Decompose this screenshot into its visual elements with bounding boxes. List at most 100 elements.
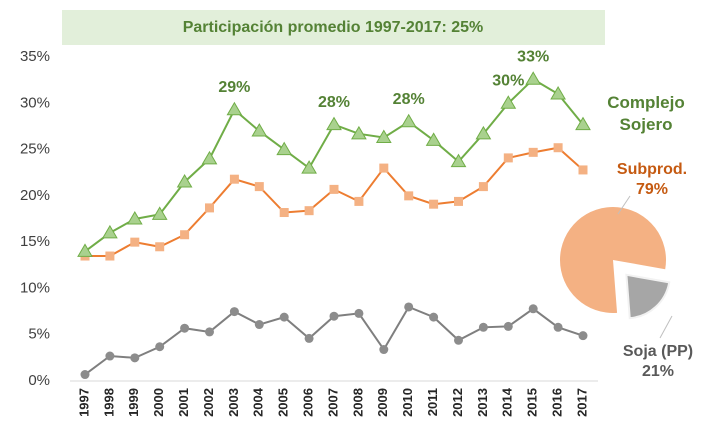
marker bbox=[500, 95, 517, 109]
marker bbox=[528, 304, 538, 314]
marker bbox=[279, 312, 289, 322]
marker bbox=[201, 150, 218, 165]
y-tick-label: 15% bbox=[20, 233, 50, 250]
x-tick-label: 2014 bbox=[500, 387, 515, 417]
pie-slice bbox=[560, 206, 667, 313]
data-label: 30% bbox=[492, 73, 524, 90]
x-tick-label: 2015 bbox=[525, 388, 540, 417]
leader-line bbox=[617, 195, 631, 215]
marker bbox=[354, 308, 364, 318]
marker bbox=[251, 123, 268, 137]
marker bbox=[528, 147, 538, 157]
marker bbox=[254, 320, 264, 330]
marker bbox=[151, 206, 168, 220]
x-tick-label: 2011 bbox=[425, 388, 440, 416]
x-tick-label: 2009 bbox=[375, 388, 390, 417]
pie-slice bbox=[625, 273, 671, 320]
x-tick-label: 2002 bbox=[201, 388, 216, 417]
marker bbox=[105, 351, 115, 361]
x-tick-label: 2000 bbox=[151, 388, 166, 417]
marker bbox=[503, 153, 513, 163]
x-tick-label: 2017 bbox=[574, 388, 589, 417]
series-line bbox=[85, 146, 584, 258]
x-tick-label: 2013 bbox=[475, 388, 490, 417]
y-tick-label: 20% bbox=[20, 187, 50, 204]
marker bbox=[304, 333, 314, 343]
marker bbox=[354, 196, 364, 206]
marker bbox=[229, 307, 239, 317]
marker bbox=[229, 174, 239, 184]
marker bbox=[503, 321, 513, 331]
x-tick-label: 2004 bbox=[251, 387, 266, 417]
marker bbox=[429, 312, 439, 322]
x-tick-label: 2012 bbox=[450, 388, 465, 417]
x-tick-label: 2007 bbox=[325, 388, 340, 417]
marker bbox=[326, 116, 342, 131]
marker bbox=[180, 230, 190, 240]
pie-value-label: 21% bbox=[642, 363, 674, 380]
marker bbox=[205, 327, 214, 337]
data-label: 28% bbox=[318, 94, 350, 111]
marker bbox=[379, 163, 389, 173]
data-label: 29% bbox=[218, 79, 250, 96]
marker bbox=[375, 129, 392, 144]
marker bbox=[429, 199, 439, 209]
x-tick-label: 1998 bbox=[101, 388, 116, 417]
marker bbox=[379, 345, 389, 355]
y-tick-label: 25% bbox=[20, 141, 50, 158]
marker bbox=[454, 196, 463, 206]
y-tick-label: 0% bbox=[28, 372, 50, 389]
x-tick-label: 2001 bbox=[176, 388, 191, 417]
marker bbox=[478, 322, 488, 332]
series-label: Complejo Sojero bbox=[607, 93, 685, 134]
x-tick-label: 2003 bbox=[226, 388, 241, 417]
marker bbox=[478, 182, 488, 192]
marker bbox=[126, 211, 143, 225]
x-tick-label: 2016 bbox=[550, 388, 565, 417]
data-label: 33% bbox=[517, 48, 549, 65]
x-tick-label: 2008 bbox=[350, 388, 365, 417]
marker bbox=[550, 86, 566, 100]
x-tick-label: 2006 bbox=[301, 388, 316, 417]
x-tick-label: 1997 bbox=[76, 388, 91, 417]
marker bbox=[130, 353, 140, 363]
marker bbox=[254, 182, 264, 192]
marker bbox=[301, 160, 317, 174]
marker bbox=[105, 251, 115, 261]
marker bbox=[329, 184, 339, 194]
marker bbox=[130, 237, 140, 247]
data-label: 28% bbox=[393, 91, 425, 108]
marker bbox=[77, 243, 93, 257]
marker bbox=[80, 370, 90, 380]
marker bbox=[578, 165, 588, 175]
marker bbox=[404, 191, 414, 201]
marker bbox=[351, 125, 367, 140]
y-tick-label: 30% bbox=[20, 94, 50, 111]
marker bbox=[525, 71, 542, 85]
marker bbox=[454, 335, 463, 345]
marker bbox=[102, 224, 118, 239]
marker bbox=[155, 242, 165, 252]
pie-label: Soja (PP) bbox=[623, 343, 693, 360]
marker bbox=[176, 173, 193, 188]
chart-title: Participación promedio 1997-2017: 25% bbox=[183, 19, 484, 36]
marker bbox=[575, 116, 591, 131]
marker bbox=[180, 323, 190, 333]
title-box bbox=[62, 10, 605, 45]
y-tick-label: 10% bbox=[20, 279, 50, 296]
y-tick-label: 5% bbox=[28, 326, 50, 343]
marker bbox=[404, 302, 414, 312]
marker bbox=[425, 132, 442, 146]
leader-line bbox=[659, 315, 673, 339]
marker bbox=[400, 113, 417, 128]
marker bbox=[205, 203, 214, 213]
marker bbox=[226, 101, 243, 116]
marker bbox=[276, 141, 293, 156]
marker bbox=[155, 342, 165, 352]
marker bbox=[553, 143, 563, 153]
marker bbox=[578, 331, 588, 341]
marker bbox=[304, 206, 314, 216]
marker bbox=[553, 322, 563, 332]
marker bbox=[329, 311, 339, 321]
